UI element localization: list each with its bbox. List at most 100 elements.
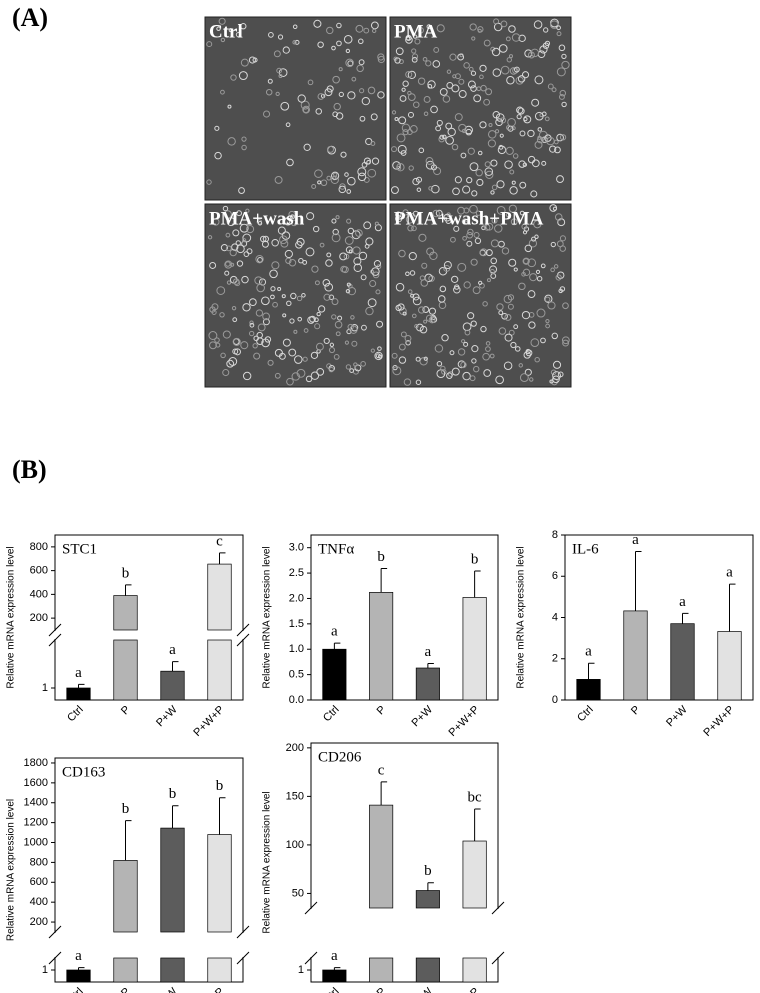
cell bbox=[248, 298, 257, 307]
x-tick-label: Ctrl bbox=[321, 704, 342, 725]
cell bbox=[332, 228, 339, 236]
cell bbox=[307, 79, 314, 86]
axis-break-gap bbox=[51, 933, 59, 957]
cell bbox=[227, 137, 236, 146]
cell bbox=[313, 19, 322, 28]
cell bbox=[407, 70, 416, 79]
cell bbox=[392, 161, 401, 170]
y-tick-label: 8 bbox=[552, 529, 558, 541]
cell bbox=[411, 56, 418, 63]
cell bbox=[226, 280, 232, 285]
cell bbox=[230, 74, 237, 81]
cell bbox=[369, 280, 377, 288]
cell bbox=[508, 54, 514, 59]
cell bbox=[466, 231, 474, 239]
cell bbox=[300, 100, 310, 110]
cell bbox=[513, 267, 518, 272]
cell bbox=[409, 125, 418, 133]
image-label: PMA bbox=[394, 21, 438, 42]
bar bbox=[369, 592, 394, 701]
bar bbox=[415, 957, 440, 983]
cell bbox=[331, 298, 339, 306]
cell bbox=[339, 252, 348, 261]
cell bbox=[280, 101, 290, 111]
cell bbox=[208, 331, 218, 340]
cell bbox=[505, 146, 514, 155]
bar bbox=[670, 623, 695, 701]
cell bbox=[395, 282, 405, 292]
cell bbox=[272, 301, 278, 308]
cell bbox=[408, 165, 414, 171]
cell bbox=[471, 345, 479, 353]
cell bbox=[241, 275, 249, 284]
cell bbox=[292, 24, 298, 30]
cell bbox=[423, 111, 429, 116]
cell bbox=[556, 133, 564, 142]
cell bbox=[226, 359, 235, 368]
plot-frame bbox=[310, 534, 499, 701]
cell bbox=[529, 377, 534, 382]
cell bbox=[463, 341, 469, 347]
cell bbox=[290, 292, 297, 300]
cell bbox=[460, 361, 467, 369]
cell bbox=[302, 356, 308, 362]
cell bbox=[482, 352, 490, 361]
cell bbox=[428, 307, 437, 315]
cell bbox=[530, 190, 538, 198]
cell bbox=[415, 379, 422, 385]
cell bbox=[554, 213, 563, 221]
cell bbox=[449, 53, 457, 61]
cell bbox=[235, 240, 241, 246]
cell bbox=[335, 215, 340, 220]
cell bbox=[225, 232, 231, 238]
cell bbox=[345, 246, 353, 254]
cell bbox=[333, 102, 341, 111]
cell bbox=[491, 47, 501, 57]
y-tick-label: 150 bbox=[286, 790, 304, 802]
cell bbox=[536, 308, 546, 318]
bar bbox=[160, 827, 185, 933]
sig-label: b bbox=[471, 551, 479, 567]
bar bbox=[415, 890, 440, 909]
cell bbox=[234, 348, 241, 356]
cell bbox=[411, 53, 419, 60]
cell bbox=[405, 271, 410, 277]
cell bbox=[542, 42, 550, 49]
cell bbox=[405, 339, 411, 346]
plot-frame bbox=[310, 742, 499, 983]
bar bbox=[415, 667, 440, 701]
cell bbox=[527, 129, 535, 138]
cell bbox=[501, 247, 510, 255]
y-tick-label: 2 bbox=[552, 653, 558, 665]
cell bbox=[530, 48, 540, 58]
cell bbox=[471, 36, 476, 41]
cell bbox=[232, 278, 240, 285]
cell bbox=[491, 217, 498, 224]
bar bbox=[623, 610, 648, 701]
cell bbox=[222, 369, 230, 377]
cell bbox=[482, 301, 488, 307]
cell bbox=[235, 31, 242, 38]
cell bbox=[550, 267, 555, 273]
y-tick-label: 1400 bbox=[24, 797, 48, 809]
x-tick-label: P bbox=[375, 704, 389, 718]
y-tick-label: 600 bbox=[30, 565, 48, 577]
cell bbox=[242, 303, 251, 312]
cell bbox=[496, 303, 504, 311]
cell bbox=[451, 275, 459, 283]
y-tick-label: 1 bbox=[298, 964, 304, 976]
cell bbox=[336, 22, 342, 29]
cell bbox=[454, 176, 462, 184]
cell bbox=[216, 286, 226, 295]
cell bbox=[484, 161, 491, 168]
cell bbox=[430, 105, 438, 114]
cell bbox=[551, 332, 559, 340]
cell bbox=[393, 56, 398, 61]
cell bbox=[354, 364, 362, 372]
cell bbox=[326, 85, 334, 93]
cell bbox=[331, 233, 341, 243]
cell bbox=[451, 84, 460, 93]
cell bbox=[510, 341, 517, 349]
cell bbox=[505, 36, 511, 42]
axis-break-mark bbox=[48, 623, 62, 647]
